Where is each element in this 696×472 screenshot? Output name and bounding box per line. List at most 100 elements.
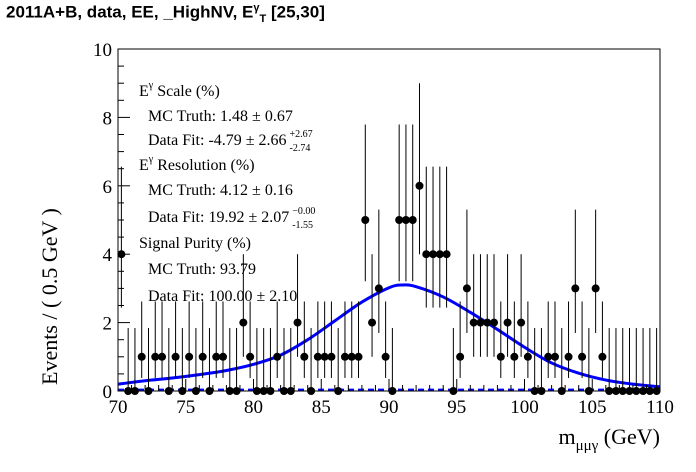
data-marker [395, 216, 404, 224]
data-point [611, 328, 620, 395]
data-point [198, 301, 207, 378]
annotations: Eγ Scale (%) MC Truth: 1.48 ± 0.67 Data Fi… [139, 80, 315, 305]
fit-curve [117, 283, 661, 389]
annotation-text: Signal Purity (%) [139, 235, 251, 252]
annotation-text: MC Truth: 4.12 ± 0.16 [148, 182, 293, 199]
data-marker [368, 318, 377, 327]
data-point [544, 301, 553, 378]
annotation-line: Signal Purity (%) [139, 235, 251, 252]
data-marker [578, 352, 587, 361]
annotation-text: Data Fit: 19.92 ± 2.07 [148, 209, 289, 226]
data-marker [510, 352, 519, 361]
annotation-line: MC Truth: 1.48 ± 0.67 [148, 108, 293, 125]
data-point [130, 328, 139, 395]
annotation-err-up: −0.00 [292, 206, 315, 217]
data-marker [340, 352, 349, 361]
annotation-text: MC Truth: 93.79 [148, 261, 256, 278]
data-marker [246, 352, 255, 361]
data-marker [327, 352, 336, 361]
data-point [320, 301, 329, 378]
title-prefix: 2011A+B, data, EE, _HighNV, E [6, 2, 254, 22]
x-tick-label: 85 [312, 397, 331, 418]
data-point [571, 209, 580, 333]
data-point [395, 124, 404, 282]
data-point [327, 301, 336, 378]
annotation-sup: γ [148, 154, 154, 165]
annotation-text: Data Fit: 100.00 ± 2.10 [148, 288, 297, 305]
data-marker [219, 352, 228, 361]
data-point [273, 301, 282, 378]
data-point [144, 328, 153, 395]
data-point [550, 301, 559, 378]
data-marker [571, 284, 580, 293]
data-point [354, 301, 363, 378]
data-point [300, 301, 309, 378]
data-marker [381, 352, 390, 361]
data-marker [469, 318, 478, 327]
x-tick-label: 105 [578, 397, 607, 418]
annotation-main: E [139, 157, 149, 174]
y-tick-label: 0 [103, 382, 113, 403]
data-marker [503, 318, 512, 327]
data-marker [198, 352, 207, 361]
data-point [171, 301, 180, 378]
data-point [137, 301, 146, 378]
data-marker [476, 318, 485, 327]
annotation-err-up: +2.67 [290, 129, 313, 140]
data-marker [185, 352, 194, 361]
annotation-line: MC Truth: 93.79 [148, 261, 256, 278]
data-point [151, 301, 160, 378]
page-title: 2011A+B, data, EE, _HighNV, EγT [25,30] [6, 2, 325, 25]
data-marker [401, 216, 410, 224]
data-point [435, 166, 444, 308]
data-point [530, 328, 539, 395]
data-point [246, 301, 255, 378]
data-point [279, 328, 288, 395]
data-point [219, 301, 228, 378]
data-point [469, 254, 478, 357]
data-marker [347, 352, 356, 361]
x-tick-label: 90 [380, 397, 399, 418]
data-point [517, 254, 526, 357]
data-marker [435, 250, 444, 259]
annotation-main: E [139, 83, 149, 100]
data-marker [354, 352, 363, 361]
data-marker [212, 352, 221, 361]
y-tick-label: 4 [103, 245, 113, 266]
x-axis-label-unit: (GeV) [598, 424, 660, 449]
data-point [401, 124, 410, 282]
annotation-rest: Resolution (%) [153, 157, 254, 174]
data-marker [151, 352, 160, 361]
data-point [408, 124, 417, 282]
data-marker [483, 318, 492, 327]
data-point [232, 328, 241, 395]
annotation-sup: γ [148, 80, 154, 91]
data-point [313, 301, 322, 378]
data-point [483, 254, 492, 357]
annotation-line: Data Fit: 100.00 ± 2.10 [148, 288, 297, 305]
data-marker [293, 318, 302, 327]
data-marker [564, 352, 573, 361]
annotation-line: MC Truth: 4.12 ± 0.16 [148, 182, 293, 199]
y-tick-label: 8 [103, 108, 113, 129]
x-axis-label-main: m [558, 424, 575, 449]
data-marker [408, 216, 417, 224]
data-point [442, 166, 451, 308]
x-tick-label: 75 [176, 397, 195, 418]
data-point [415, 83, 424, 255]
data-point [205, 328, 214, 395]
annotation-err-down: -1.55 [292, 220, 313, 231]
data-marker [313, 352, 322, 361]
data-point [124, 328, 133, 395]
x-tick-label: 110 [646, 397, 674, 418]
data-point [591, 209, 600, 333]
data-point [164, 328, 173, 395]
data-point [158, 301, 167, 378]
data-point [618, 328, 627, 395]
data-marker [320, 352, 329, 361]
data-marker [442, 250, 451, 259]
data-point [449, 328, 458, 395]
data-point [191, 328, 200, 395]
annotation-rest: Scale (%) [153, 83, 220, 100]
data-point [429, 166, 438, 308]
